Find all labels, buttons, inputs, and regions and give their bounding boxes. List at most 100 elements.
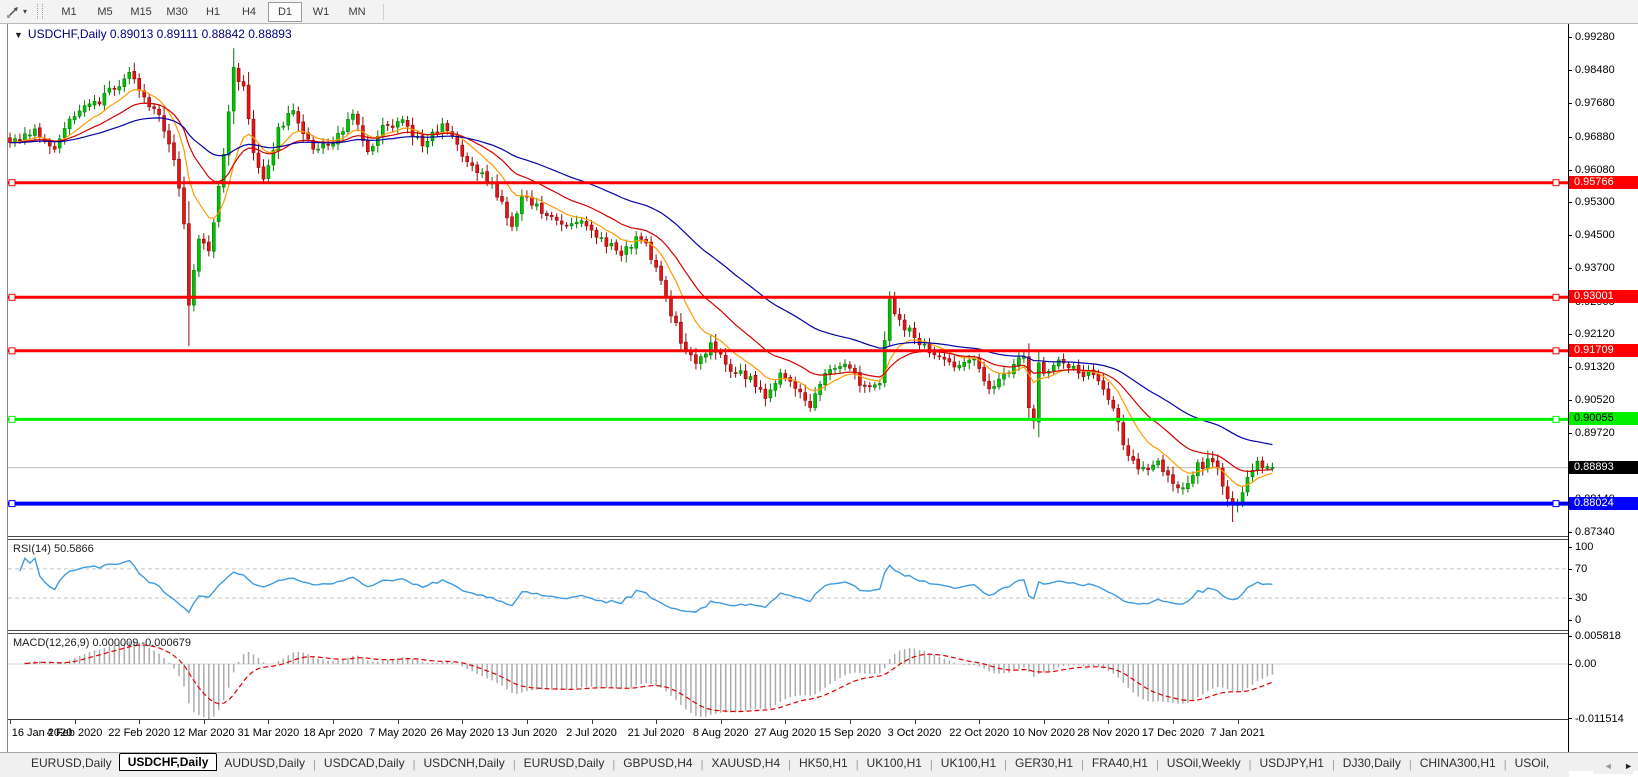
- chart-tabs: EURUSD,Daily USDCHF,Daily AUDUSD,Daily | USD…: [24, 753, 1600, 771]
- price-tick-label: 0.96080: [1575, 163, 1615, 176]
- date-label: 27 Aug 2020: [754, 727, 817, 739]
- tabs-scroll-right-icon[interactable]: ►: [1624, 761, 1633, 771]
- rsi-tick-mark: [1568, 598, 1572, 600]
- timeframe-button-W1[interactable]: W1: [312, 5, 330, 18]
- line-tool-icon[interactable]: [3, 2, 23, 21]
- date-tick-mark: [139, 720, 141, 724]
- chart-tab-gbpusd-h4[interactable]: GBPUSD,H4: [623, 756, 693, 770]
- chart-tab-uk100-h1[interactable]: UK100,H1: [866, 756, 922, 770]
- price-tick-mark: [1568, 268, 1572, 270]
- main-chart-panel[interactable]: ▼ USDCHF,Daily 0.89013 0.89111 0.88842 0.…: [8, 24, 1568, 536]
- timeframe-bar: M1 M5 M15 M30 H1 H4 D1 W1 MN: [51, 1, 375, 22]
- date-label: 18 Apr 2020: [303, 727, 363, 739]
- toolbar-grip: [37, 4, 44, 19]
- date-tick-mark: [591, 720, 593, 724]
- tab-separator: |: [412, 759, 416, 771]
- price-label-0.88024: 0.88024: [1569, 496, 1638, 510]
- chart-tab-usoil-weekly[interactable]: USOil,Weekly: [1166, 756, 1241, 770]
- macd-canvas[interactable]: [8, 634, 1568, 719]
- rsi-panel[interactable]: RSI(14) 50.5866: [8, 540, 1568, 630]
- date-label: 26 May 2020: [430, 727, 495, 739]
- price-axis-line: [1568, 24, 1569, 752]
- timeframe-button-M15[interactable]: M15: [130, 5, 152, 18]
- timeframe-button-M5[interactable]: M5: [97, 5, 113, 18]
- chart-tab-usdcnh-daily[interactable]: USDCNH,Daily: [423, 756, 505, 770]
- panel-separator[interactable]: [8, 630, 1568, 634]
- chart-tab-xauusd-h4[interactable]: XAUUSD,H4: [711, 756, 781, 770]
- price-tick-label: 0.95300: [1575, 196, 1615, 208]
- chart-tab-bar: EURUSD,Daily USDCHF,Daily AUDUSD,Daily | USD…: [0, 752, 1638, 774]
- chart-tab-ger30-h1[interactable]: GER30,H1: [1015, 756, 1074, 770]
- timeframe-button-M1[interactable]: M1: [61, 5, 77, 18]
- price-tick-label: 0.93700: [1575, 262, 1615, 275]
- date-label: 12 Mar 2020: [172, 727, 235, 739]
- price-tick-mark: [1568, 136, 1572, 138]
- date-label: 7 Jan 2021: [1210, 727, 1265, 739]
- tab-separator: |: [1081, 759, 1084, 771]
- chart-title-text: USDCHF,Daily 0.89013 0.89111 0.88842 0.8…: [27, 27, 292, 41]
- price-tick-mark: [1568, 333, 1572, 335]
- price-tick-mark: [1568, 169, 1572, 171]
- price-tick-label: 0.89720: [1575, 427, 1615, 440]
- price-label-0.91709: 0.91709: [1569, 343, 1638, 357]
- chart-symbol-title: ▼ USDCHF,Daily 0.89013 0.89111 0.88842 0.…: [14, 27, 292, 41]
- rsi-canvas[interactable]: [8, 540, 1568, 630]
- tab-separator: |: [1408, 759, 1412, 771]
- chart-tab-usoil[interactable]: USOil,: [1514, 756, 1550, 770]
- chart-tab-uk100-h1[interactable]: UK100,H1: [940, 756, 997, 770]
- date-tick-mark: [10, 720, 11, 724]
- macd-label: MACD(12,26,9) 0.000009 -0.000679: [13, 637, 191, 649]
- rsi-tick-label: 0: [1575, 614, 1582, 626]
- date-tick-mark: [74, 720, 76, 724]
- price-tick-mark: [1568, 531, 1572, 533]
- rsi-tick-label: 100: [1575, 541, 1594, 553]
- date-tick-mark: [1108, 720, 1110, 724]
- date-axis[interactable]: 16 Jan 2020 4 Feb 2020 22 Feb 2020 12 Mar 2…: [8, 719, 1568, 753]
- price-tick-mark: [1568, 103, 1572, 105]
- chart-tab-usdcad-daily[interactable]: USDCAD,Daily: [323, 756, 405, 770]
- date-label: 13 Jun 2020: [496, 727, 558, 739]
- timeframe-button-D1[interactable]: D1: [268, 1, 303, 22]
- collapse-icon[interactable]: ▼: [14, 30, 23, 40]
- price-tick-label: 0.92120: [1575, 327, 1615, 340]
- price-tick-label: 0.91320: [1575, 361, 1615, 373]
- main-chart-canvas[interactable]: [8, 24, 1568, 536]
- date-tick-mark: [656, 720, 658, 724]
- chart-tab-fra40-h1[interactable]: FRA40,H1: [1091, 756, 1148, 770]
- chart-tab-audusd-daily[interactable]: AUDUSD,Daily: [224, 756, 306, 770]
- panel-separator[interactable]: [8, 536, 1568, 540]
- rsi-tick-mark: [1568, 547, 1572, 548]
- price-tick-label: 0.97680: [1575, 97, 1615, 110]
- chart-tab-usdchf-daily[interactable]: USDCHF,Daily: [118, 753, 218, 771]
- tab-separator: |: [700, 759, 704, 771]
- rsi-label: RSI(14) 50.5866: [13, 543, 94, 555]
- chart-tab-china300-h1[interactable]: CHINA300,H1: [1419, 756, 1496, 770]
- date-label: 28 Nov 2020: [1077, 727, 1140, 739]
- dropdown-arrow-icon[interactable]: ▾: [23, 7, 28, 16]
- date-label: 8 Aug 2020: [692, 727, 749, 739]
- timeframe-button-H1[interactable]: H1: [205, 5, 221, 18]
- chart-tab-hk50-h1[interactable]: HK50,H1: [798, 756, 848, 770]
- price-axis[interactable]: 0.99280 0.98480 0.97680 0.96880 0.96080 0.953…: [1568, 0, 1638, 777]
- timeframe-button-MN[interactable]: MN: [348, 5, 366, 18]
- macd-tick-mark: [1568, 635, 1572, 637]
- timeframe-button-M30[interactable]: M30: [166, 5, 188, 18]
- chart-tab-eurusd-daily[interactable]: EURUSD,Daily: [523, 756, 605, 770]
- chart-tab-dj30-daily[interactable]: DJ30,Daily: [1342, 756, 1401, 770]
- tabs-scroll-left-icon[interactable]: ◄: [1603, 761, 1613, 771]
- date-tick-mark: [785, 720, 787, 724]
- date-label: 17 Dec 2020: [1141, 727, 1205, 739]
- date-label: 3 Oct 2020: [887, 727, 942, 739]
- date-label: 4 Feb 2020: [46, 727, 103, 739]
- price-tick-label: 0.99280: [1575, 31, 1615, 43]
- date-tick-mark: [1043, 720, 1045, 724]
- timeframe-button-H4[interactable]: H4: [241, 5, 257, 18]
- price-tick-mark: [1568, 202, 1572, 203]
- date-tick-mark: [1237, 720, 1239, 724]
- status-bar: [0, 770, 1638, 777]
- macd-panel[interactable]: MACD(12,26,9) 0.000009 -0.000679: [8, 634, 1568, 719]
- date-tick-mark: [397, 720, 399, 724]
- price-tick-mark: [1568, 433, 1572, 435]
- chart-tab-eurusd-daily[interactable]: EURUSD,Daily: [31, 756, 112, 770]
- chart-tab-usdjpy-h1[interactable]: USDJPY,H1: [1259, 756, 1324, 770]
